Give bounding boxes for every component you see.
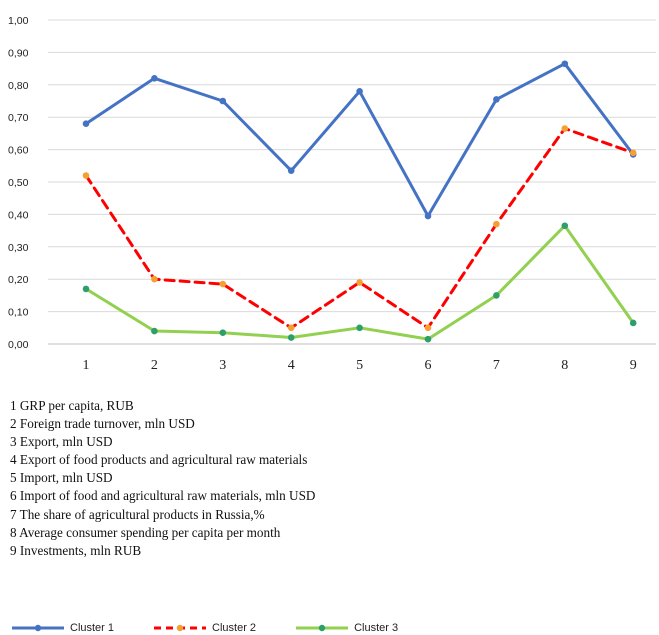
x-tick-label: 9 [630,358,637,373]
series-line-cluster-1 [84,62,635,218]
note-8: 8 Average consumer spending per capita p… [10,524,281,540]
x-tick-label: 1 [83,358,90,373]
data-point-cluster-1 [287,167,295,174]
data-point-cluster-2 [219,280,227,288]
data-point-cluster-1 [219,97,227,105]
note-2: 2 Foreign trade turnover, mln USD [10,416,195,432]
legend-item-cluster-2: Cluster 2 [152,622,256,634]
y-tick-label: 0,70 [8,112,29,124]
legend-label-cluster-1: Cluster 1 [70,622,115,634]
x-tick-label: 8 [561,358,568,373]
y-tick-label: 0,20 [8,274,29,286]
legend-item-cluster-3: Cluster 3 [294,622,398,634]
data-point-cluster-2 [561,125,569,132]
data-point-cluster-2 [287,324,295,332]
legend-swatch-cluster-1 [12,624,64,632]
series-group [82,60,637,343]
x-tick-label: 7 [493,358,500,373]
legend-swatch-cluster-2 [154,624,207,632]
x-axis-ticks: 1 2 3 4 5 6 7 8 9 [83,358,637,373]
legend-item-cluster-1: Cluster 1 [10,622,114,634]
y-tick-label: 0,40 [8,209,29,221]
data-point-cluster-2 [493,220,500,228]
data-point-cluster-2 [629,149,637,157]
note-7: 7 The share of agricultural products in … [10,506,265,522]
legend: Cluster 1 Cluster 2 Cluster 3 [10,621,436,635]
data-point-cluster-1 [356,87,363,95]
data-point-cluster-3 [493,292,500,299]
note-9: 9 Investments, mln RUB [10,542,142,558]
note-1: 1 GRP per capita, RUB [10,398,134,413]
data-point-cluster-1 [151,75,158,82]
y-tick-label: 0,00 [8,339,29,351]
x-tick-label: 2 [151,358,158,373]
data-point-cluster-1 [493,96,500,103]
data-point-cluster-3 [356,324,363,332]
data-point-cluster-1 [424,212,432,220]
data-point-cluster-3 [629,319,637,327]
data-point-cluster-3 [561,222,569,230]
data-point-cluster-2 [356,279,363,286]
y-tick-label: 0,60 [8,145,29,157]
data-point-cluster-1 [561,60,569,68]
grid-lines [48,19,656,345]
data-point-cluster-3 [219,329,227,336]
line-chart: 0,00 0,10 0,20 0,30 0,40 0,50 0,60 0,70 0,80 0,90… [8,15,656,373]
data-point-cluster-2 [151,275,158,283]
y-tick-label: 0,30 [8,242,29,254]
x-tick-label: 3 [219,358,226,373]
data-point-cluster-3 [287,334,295,341]
legend-label-cluster-3: Cluster 3 [354,622,399,634]
legend-label-cluster-2: Cluster 2 [212,622,257,634]
data-point-cluster-3 [151,327,158,335]
x-tick-label: 6 [425,358,432,373]
data-point-cluster-1 [82,120,90,127]
data-point-cluster-2 [82,172,90,179]
y-tick-label: 1,00 [8,15,29,27]
data-point-cluster-3 [82,285,90,293]
y-tick-label: 0,80 [8,80,29,92]
y-tick-label: 0,50 [8,177,29,189]
series-line-cluster-2 [84,127,635,330]
data-point-cluster-3 [424,335,432,343]
y-tick-label: 0,90 [8,47,29,59]
y-axis-ticks: 0,00 0,10 0,20 0,30 0,40 0,50 0,60 0,70 0,80 0,90… [8,15,29,351]
x-tick-label: 5 [356,358,363,373]
data-point-cluster-2 [424,324,432,332]
y-tick-label: 0,10 [8,307,29,319]
note-4: 4 Export of food products and agricultur… [10,452,308,468]
note-5: 5 Import, mln USD [10,470,113,486]
note-3: 3 Export, mln USD [10,434,113,450]
note-6: 6 Import of food and agricultural raw ma… [10,488,316,504]
x-tick-label: 4 [288,358,295,373]
legend-swatch-cluster-3 [296,624,349,632]
indicator-notes: 1 GRP per capita, RUB 2 Foreign trade tu… [10,397,315,560]
